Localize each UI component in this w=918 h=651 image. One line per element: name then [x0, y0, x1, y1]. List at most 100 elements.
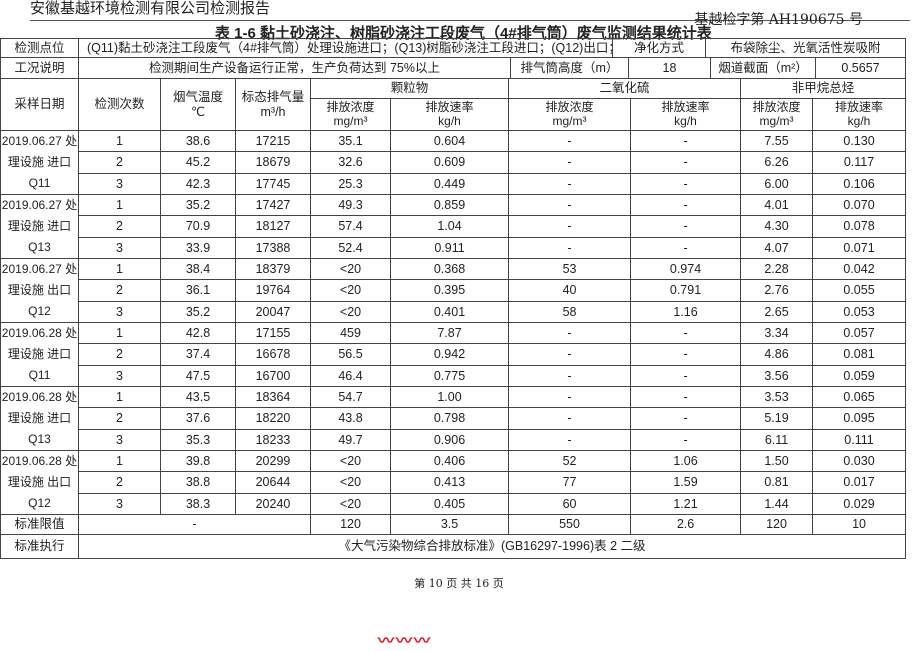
col-count: 检测次数: [78, 78, 161, 131]
cell: 1.44: [740, 492, 814, 516]
col-rate-label: 排放速率: [661, 99, 710, 114]
col-rate-unit: kg/h: [674, 113, 697, 128]
table-row: 2019.06.28 处理设施 进口 Q11 1 42.8 17155 459 7.87-…: [0, 321, 906, 387]
cell: 2.28: [740, 257, 814, 281]
cell: 0.449: [389, 172, 510, 196]
cell: <20: [310, 300, 391, 324]
sample-date: 2019.06.27 处理设施 进口 Q13: [0, 194, 79, 259]
limits-dash: -: [78, 514, 311, 535]
cell: <20: [310, 279, 391, 302]
cell: 0.042: [812, 257, 906, 281]
table-row: 3 35.3 18233 49.7 0.906- -6.11 0.111: [1, 428, 906, 452]
cell: 52.4: [310, 236, 391, 260]
cell: 0.609: [389, 151, 510, 174]
limits-label: 标准限值: [0, 514, 79, 535]
cell: 49.7: [310, 428, 391, 452]
cell: 17155: [235, 321, 311, 345]
cell: 4.86: [740, 343, 814, 366]
limit-value: 3.5: [389, 514, 510, 535]
col-temp-label: 烟气温度: [172, 90, 223, 105]
col-conc: 排放浓度 mg/m³: [508, 98, 632, 131]
cell: -: [630, 151, 742, 174]
report-number: 基越检字第 AH190675 号: [694, 12, 863, 28]
col-pm: 颗粒物: [309, 78, 510, 99]
sample-date: 2019.06.27 处理设施 进口 Q11: [0, 130, 79, 195]
cell: 17388: [235, 236, 311, 260]
cell: -: [508, 129, 632, 153]
limit-value: 550: [508, 514, 632, 535]
purify-value: 布袋除尘、光氧活性炭吸附: [705, 38, 906, 58]
cell: -: [508, 236, 632, 260]
cell: 0.406: [389, 449, 510, 473]
cell: 3: [78, 364, 161, 388]
cell: 2: [78, 279, 161, 302]
cell: -: [508, 407, 632, 430]
cell: 0.071: [812, 236, 906, 260]
cell: 18379: [235, 257, 311, 281]
col-flow-unit: m³/h: [260, 104, 286, 119]
cell: 35.2: [160, 300, 236, 324]
cell: -: [630, 236, 742, 260]
col-rate: 排放速率 kg/h: [812, 98, 906, 131]
cell: 0.798: [389, 407, 510, 430]
purify-label: 净化方式: [612, 38, 706, 58]
cell: -: [630, 193, 742, 217]
table-row: 2019.06.28 处理设施 出口 Q12 1 39.8 20299 <20 0.406…: [0, 449, 906, 515]
cell: 0.055: [812, 279, 906, 302]
table-row: 3 42.3 17745 25.3 0.449- -6.00 0.106: [1, 172, 906, 196]
col-conc: 排放浓度 mg/m³: [310, 98, 391, 131]
col-conc-label: 排放浓度: [326, 99, 375, 114]
cell: <20: [310, 449, 391, 473]
cell: 38.3: [160, 492, 236, 516]
table-row: 3 47.5 16700 46.4 0.775- -3.56 0.059: [1, 364, 906, 388]
cell: 0.095: [812, 407, 906, 430]
cell: 1.00: [389, 385, 510, 409]
cond-label: 工况说明: [0, 57, 79, 79]
cell: 0.130: [812, 129, 906, 153]
col-rate-unit: kg/h: [847, 113, 871, 128]
col-conc-label: 排放浓度: [752, 99, 801, 114]
cell: 2: [78, 407, 161, 430]
cell: 0.029: [812, 492, 906, 516]
results-table: 采样日期 检测次数 烟气温度 ℃ 标态排气量 m³/h 颗粒物 二氧化硫 非甲烷总烃…: [0, 78, 906, 559]
cell: 0.775: [389, 364, 510, 388]
cell: 0.911: [389, 236, 510, 260]
cell: 0.117: [812, 151, 906, 174]
col-conc-unit: mg/m³: [333, 113, 368, 128]
cell: 38.4: [160, 257, 236, 281]
cell: 0.974: [630, 257, 742, 281]
cell: 6.00: [740, 172, 814, 196]
col-conc-unit: mg/m³: [759, 113, 794, 128]
table-row: 3 35.2 20047 <20 0.401 58 1.16 2.65 0.053: [1, 300, 906, 324]
cell: 18364: [235, 385, 311, 409]
col-temp: 烟气温度 ℃: [160, 78, 236, 131]
cell: 0.395: [389, 279, 510, 302]
cell: 45.2: [160, 151, 236, 174]
table-row: 3 38.3 20240 <20 0.405 60 1.21 1.44 0.029: [1, 492, 906, 516]
sample-date: 2019.06.28 处理设施 出口 Q12: [0, 450, 79, 515]
cell: -: [630, 172, 742, 196]
cell: 17745: [235, 172, 311, 196]
cell: 16678: [235, 343, 311, 366]
cell: -: [508, 343, 632, 366]
cell: 4.07: [740, 236, 814, 260]
cell: 18127: [235, 215, 311, 238]
info-row-condition: 工况说明 检测期间生产设备运行正常，生产负荷达到 75%以上 排气筒高度（m） …: [0, 57, 906, 79]
cell: 1.06: [630, 449, 742, 473]
cell: 39.8: [160, 449, 236, 473]
cell: 0.405: [389, 492, 510, 516]
stamp-seal: 〰〰〰: [378, 633, 433, 650]
point-label: 检测点位: [0, 38, 79, 58]
cell: 0.017: [812, 471, 906, 494]
cell: 2: [78, 151, 161, 174]
cell: 1.50: [740, 449, 814, 473]
cell: 1: [78, 129, 161, 153]
cell: 35.3: [160, 428, 236, 452]
cell: -: [630, 385, 742, 409]
cell: 1.16: [630, 300, 742, 324]
cell: 16700: [235, 364, 311, 388]
col-nmhc: 非甲烷总烃: [740, 78, 906, 99]
table-row: 2 45.2 18679 32.6 0.609- -6.26 0.117: [1, 151, 906, 174]
limit-value: 120: [740, 514, 814, 535]
cell: 42.8: [160, 321, 236, 345]
